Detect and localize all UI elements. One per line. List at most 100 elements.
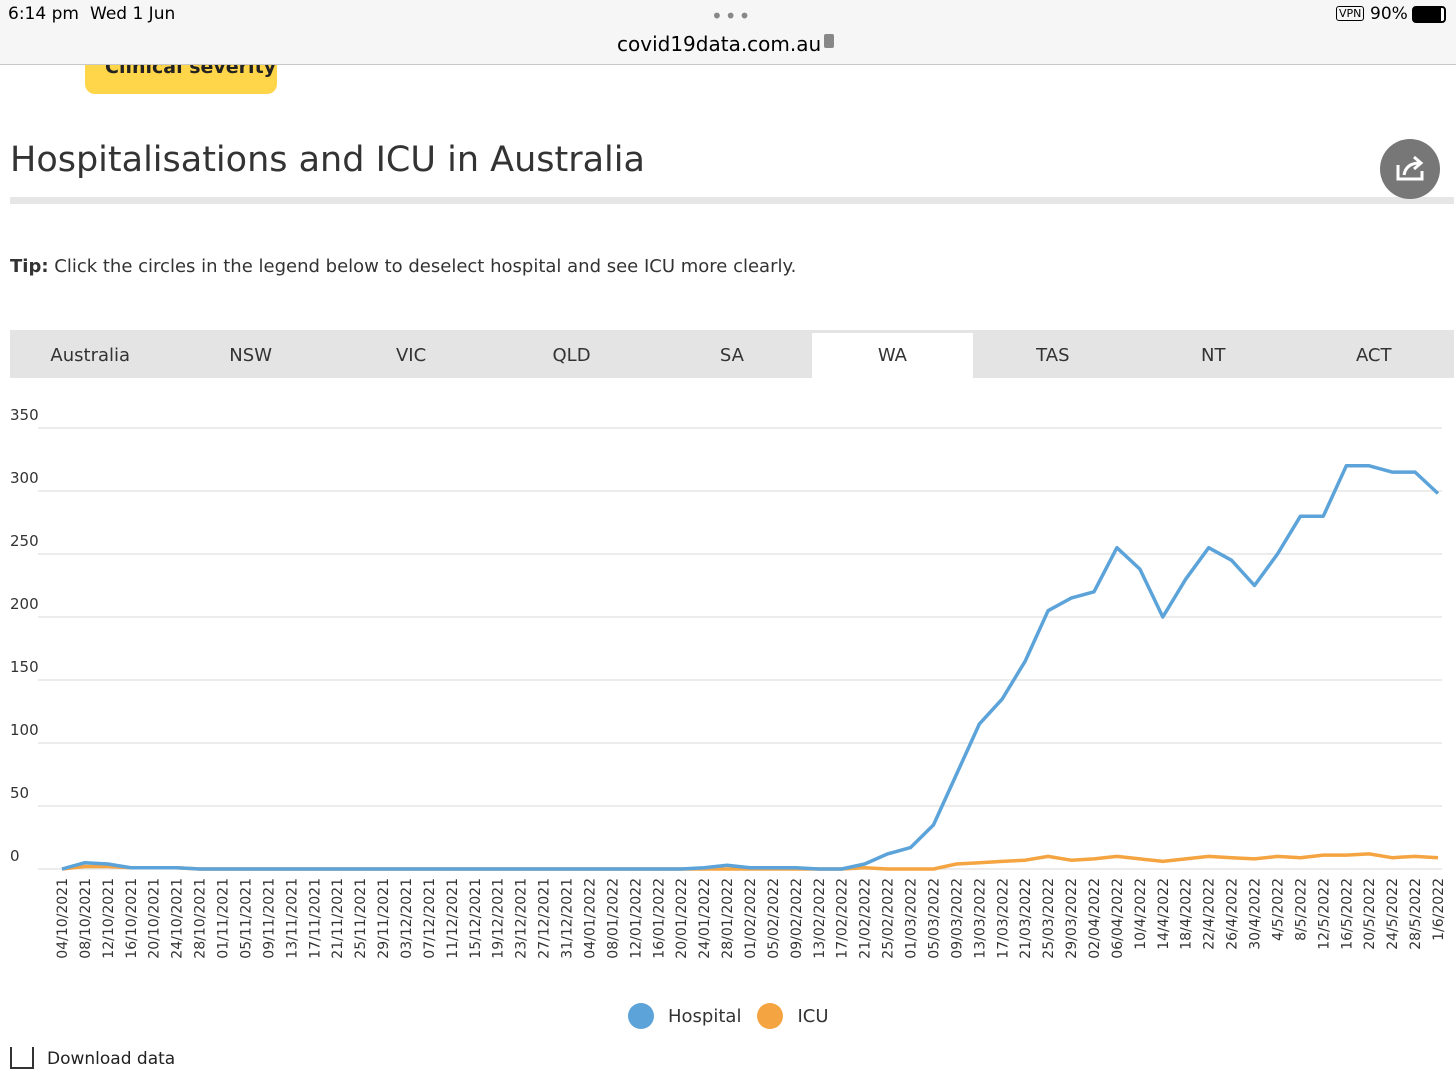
battery-icon [1412, 6, 1446, 23]
x-tick-label: 20/5/2022 [1362, 878, 1378, 950]
x-tick-label: 21/11/2021 [330, 878, 346, 959]
tab[interactable]: TAS [1036, 345, 1070, 366]
x-tick-label: 20/01/2022 [674, 878, 690, 959]
x-tick-label: 03/12/2021 [399, 878, 415, 959]
tab[interactable]: QLD [552, 345, 591, 366]
y-tick-label: 0 [10, 847, 20, 865]
x-tick-label: 14/4/2022 [1156, 878, 1172, 950]
lock-icon [824, 34, 834, 48]
x-tick-label: 04/01/2022 [582, 878, 598, 959]
y-tick-label: 50 [10, 784, 29, 802]
tab[interactable]: NT [1201, 345, 1226, 366]
x-tick-label: 11/12/2021 [445, 878, 461, 959]
signal-icon [1281, 8, 1303, 28]
x-tick-label: 21/03/2022 [1018, 878, 1034, 959]
x-tick-label: 16/01/2022 [651, 878, 667, 959]
download-link[interactable]: Download data [47, 1049, 176, 1069]
x-tick-label: 25/02/2022 [881, 878, 897, 959]
x-tick-label: 12/5/2022 [1316, 878, 1332, 950]
date: Wed 1 Jun [90, 4, 176, 24]
dots: ••• [711, 4, 753, 28]
x-tick-label: 30/4/2022 [1248, 878, 1264, 950]
legend-label: ICU [797, 1005, 829, 1027]
x-tick-label: 05/03/2022 [926, 878, 942, 959]
x-tick-label: 21/02/2022 [858, 878, 874, 959]
x-tick-label: 04/10/2021 [55, 878, 71, 959]
y-tick-label: 350 [10, 406, 39, 424]
legend-item[interactable]: Hospital [628, 1003, 741, 1029]
x-tick-label: 10/4/2022 [1133, 878, 1149, 950]
url[interactable]: covid19data.com.au [617, 32, 822, 56]
browser-bar: 6:14 pm Wed 1 Jun ••• covid19data.com.au… [0, 0, 1456, 65]
x-tick-label: 13/02/2022 [812, 878, 828, 959]
x-tick-label: 09/02/2022 [789, 878, 805, 959]
x-tick-label: 24/10/2021 [170, 878, 186, 959]
tab[interactable]: ACT [1355, 345, 1392, 366]
tab[interactable]: WA [812, 333, 973, 378]
y-tick-label: 200 [10, 595, 39, 613]
x-tick-label: 26/4/2022 [1225, 878, 1241, 950]
x-tick-label: 02/04/2022 [1087, 878, 1103, 959]
x-tick-label: 05/11/2021 [238, 878, 254, 959]
divider [10, 197, 1454, 204]
share-icon [1396, 155, 1424, 181]
legend-label: Hospital [668, 1005, 742, 1027]
download-icon[interactable] [10, 1047, 34, 1069]
tab[interactable]: Australia [50, 345, 131, 366]
x-tick-label: 17/03/2022 [995, 878, 1011, 959]
legend-item[interactable]: ICU [757, 1003, 829, 1029]
tip-label: Tip: [10, 256, 49, 277]
x-tick-label: 29/03/2022 [1064, 878, 1080, 959]
x-tick-label: 16/10/2021 [124, 878, 140, 959]
x-tick-label: 07/12/2021 [422, 878, 438, 959]
x-tick-label: 1/6/2022 [1431, 878, 1447, 941]
section-button[interactable]: Clinical severity [85, 56, 277, 94]
x-tick-label: 06/04/2022 [1110, 878, 1126, 959]
y-tick-label: 300 [10, 469, 39, 487]
x-tick-label: 13/11/2021 [284, 878, 300, 959]
y-tick-label: 150 [10, 658, 39, 676]
x-tick-label: 23/12/2021 [514, 878, 530, 959]
vpn: VPN [1336, 6, 1365, 21]
legend-dot [757, 1003, 784, 1029]
x-tick-label: 16/5/2022 [1339, 878, 1355, 950]
y-tick-label: 250 [10, 532, 39, 550]
x-tick-label: 28/5/2022 [1408, 878, 1424, 950]
x-tick-label: 29/11/2021 [376, 878, 392, 959]
x-tick-label: 05/02/2022 [766, 878, 782, 959]
x-tick-label: 18/4/2022 [1179, 878, 1195, 950]
x-tick-label: 24/5/2022 [1385, 878, 1401, 950]
x-tick-label: 25/11/2021 [353, 878, 369, 959]
x-tick-label: 12/10/2021 [101, 878, 117, 959]
x-tick-label: 8/5/2022 [1293, 878, 1309, 941]
x-tick-label: 17/11/2021 [307, 878, 323, 959]
x-tick-label: 28/01/2022 [720, 878, 736, 959]
x-tick-label: 01/02/2022 [743, 878, 759, 959]
tab[interactable]: VIC [395, 345, 427, 366]
x-tick-label: 4/5/2022 [1270, 878, 1286, 941]
tip: Tip: Click the circles in the legend bel… [10, 256, 796, 277]
x-tick-label: 08/01/2022 [605, 878, 621, 959]
button-label: Clinical severity [105, 56, 277, 78]
x-tick-label: 08/10/2021 [78, 878, 94, 959]
x-tick-label: 09/03/2022 [949, 878, 965, 959]
legend-dot [628, 1003, 654, 1029]
x-tick-label: 31/12/2021 [560, 878, 576, 959]
x-tick-label: 27/12/2021 [537, 878, 553, 959]
x-tick-label: 22/4/2022 [1202, 878, 1218, 950]
tip-text: Click the circles in the legend below to… [54, 256, 797, 277]
x-tick-label: 28/10/2021 [193, 878, 209, 959]
x-tick-label: 19/12/2021 [491, 878, 507, 959]
tab[interactable]: SA [719, 345, 744, 366]
x-tick-label: 17/02/2022 [835, 878, 851, 959]
x-tick-label: 01/11/2021 [216, 878, 232, 959]
x-tick-label: 24/01/2022 [697, 878, 713, 959]
series-line [61, 464, 1440, 871]
x-tick-label: 20/10/2021 [147, 878, 163, 959]
tab[interactable]: NSW [229, 345, 272, 366]
x-tick-label: 12/01/2022 [628, 878, 644, 959]
x-tick-label: 15/12/2021 [468, 878, 484, 959]
share-button[interactable] [1380, 139, 1440, 199]
page-title: Hospitalisations and ICU in Australia [10, 140, 645, 180]
x-tick-label: 01/03/2022 [904, 878, 920, 959]
